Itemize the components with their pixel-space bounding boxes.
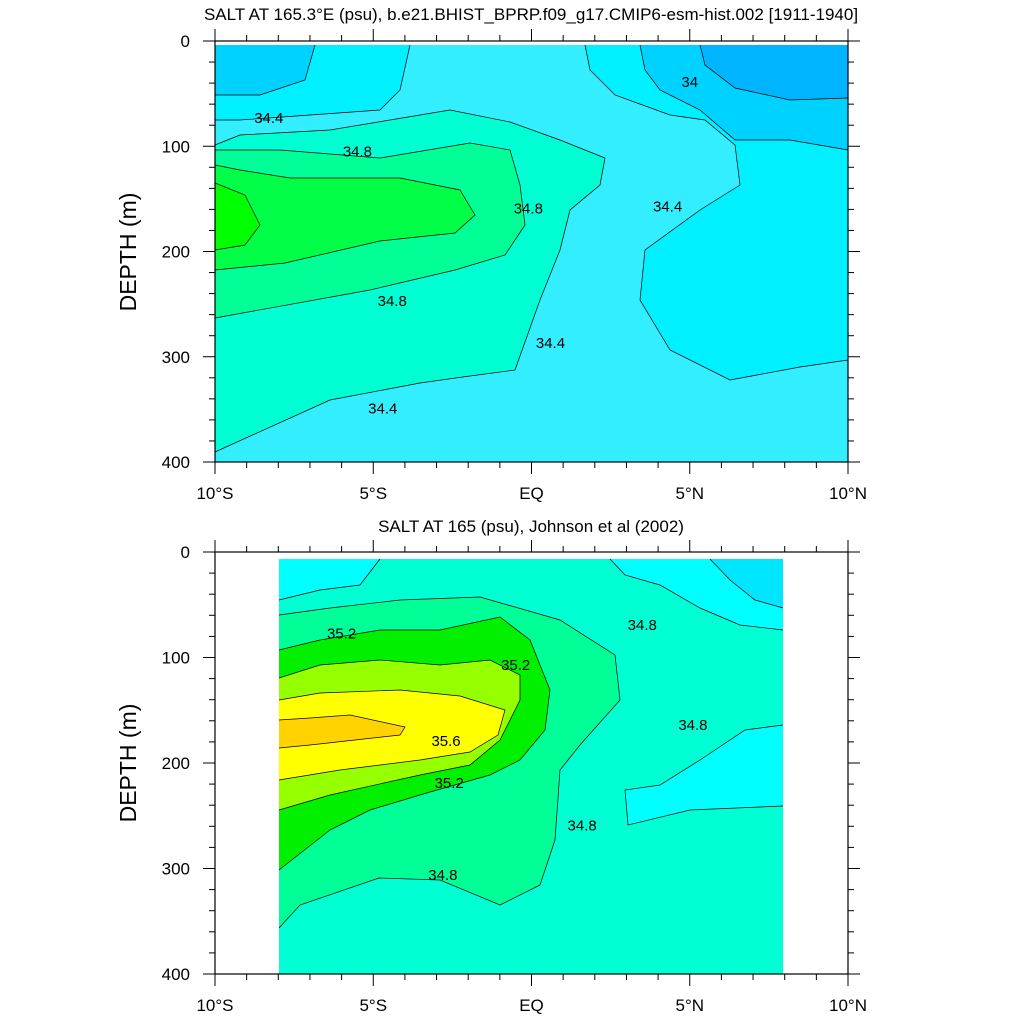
contour-label: 34.8 — [343, 144, 372, 161]
contour-label: 34.8 — [514, 200, 543, 217]
contour-fill-observed — [215, 552, 848, 974]
contour-label: 34.4 — [254, 110, 283, 127]
contour-label: 34.8 — [568, 817, 597, 834]
fill-34.2-upper-left — [215, 45, 315, 95]
no-data-left — [215, 552, 279, 974]
x-tick-label: 5°S — [359, 996, 387, 1015]
contour-line — [215, 44, 316, 96]
contour-label: 35.2 — [327, 625, 356, 642]
contour-line — [584, 44, 849, 381]
x-tick-label: 10°S — [196, 484, 233, 503]
no-data-right — [783, 552, 848, 974]
x-tick-label: 10°S — [196, 996, 233, 1015]
observed-salinity-panel: SALT AT 165 (psu), Johnson et al (2002) — [115, 517, 867, 1015]
x-tick-label: 5°N — [675, 996, 704, 1015]
contour-line — [214, 142, 526, 319]
fill-34.0-right — [700, 45, 848, 100]
y-tick-label: 400 — [162, 965, 190, 984]
contour-label: 35.2 — [435, 775, 464, 792]
axis-ticks-observed: 10°S 5°S EQ 5°N 10°N 0 100 200 300 400 — [162, 540, 867, 1015]
x-tick-label: EQ — [519, 484, 544, 503]
y-tick-label: 100 — [162, 649, 190, 668]
panel-title-observed: SALT AT 165 (psu), Johnson et al (2002) — [378, 517, 684, 536]
fill-35.2 — [215, 165, 475, 270]
contour-label: 34.8 — [678, 717, 707, 734]
contour-lines-observed — [278, 558, 784, 929]
y-tick-label: 200 — [162, 754, 190, 773]
contour-line — [278, 689, 506, 781]
axis-ticks-model: 10°S 5°S EQ 5°N 10°N 0 100 200 300 400 — [162, 29, 867, 503]
contour-line — [214, 182, 261, 251]
y-tick-label: 0 — [181, 32, 190, 51]
model-salinity-panel: SALT AT 165.3°E (psu), b.e21.BHIST_BPRP.… — [115, 5, 867, 503]
y-tick-label: 300 — [162, 860, 190, 879]
x-tick-label: 10°N — [829, 484, 867, 503]
x-tick-label: EQ — [519, 996, 544, 1015]
contour-label: 34.4 — [653, 198, 682, 215]
contour-line — [709, 558, 784, 609]
contour-fill-model — [215, 45, 848, 462]
y-tick-label: 400 — [162, 453, 190, 472]
contour-line — [214, 109, 606, 453]
y-tick-label: 300 — [162, 348, 190, 367]
contour-line — [639, 44, 849, 151]
contour-line — [609, 558, 784, 631]
contour-label: 34.8 — [378, 293, 407, 310]
y-tick-label: 100 — [162, 137, 190, 156]
y-axis-title-observed: DEPTH (m) — [115, 704, 141, 823]
contour-labels-model: 34 34.4 34.8 34.8 34.4 34.8 34.4 34.4 — [254, 74, 698, 417]
fill-34.4-upper-right — [710, 559, 783, 608]
contour-line — [278, 714, 406, 749]
contour-line — [214, 164, 476, 271]
contour-line — [278, 659, 521, 811]
contour-line — [215, 44, 411, 121]
contour-line — [624, 724, 784, 826]
contour-lines-model — [214, 44, 849, 453]
contour-label: 34.8 — [428, 867, 457, 884]
y-tick-label: 200 — [162, 243, 190, 262]
x-tick-label: 10°N — [829, 996, 867, 1015]
x-tick-label: 5°N — [675, 484, 704, 503]
panel-title-model: SALT AT 165.3°E (psu), b.e21.BHIST_BPRP.… — [204, 5, 858, 24]
contour-label: 34 — [681, 74, 698, 91]
y-tick-label: 0 — [181, 543, 190, 562]
fill-34.6-upper-left — [279, 559, 380, 600]
contour-label: 34.4 — [536, 335, 565, 352]
contour-line — [278, 616, 551, 871]
fill-35.4 — [215, 183, 260, 250]
fill-34.6-lower-right — [625, 725, 783, 825]
fill-35.8 — [279, 715, 405, 748]
contour-label: 35.2 — [501, 657, 530, 674]
contour-line — [278, 558, 381, 601]
contour-labels-observed: 34.8 35.2 35.2 35.6 34.8 35.2 34.8 34.8 — [327, 617, 708, 884]
contour-line — [278, 596, 621, 929]
no-data-top — [215, 552, 848, 559]
contour-label: 35.6 — [431, 733, 460, 750]
contour-line — [699, 44, 849, 101]
y-axis-title-model: DEPTH (m) — [115, 193, 141, 312]
contour-label: 34.4 — [368, 400, 397, 417]
x-tick-label: 5°S — [359, 484, 387, 503]
contour-label: 34.8 — [628, 617, 657, 634]
